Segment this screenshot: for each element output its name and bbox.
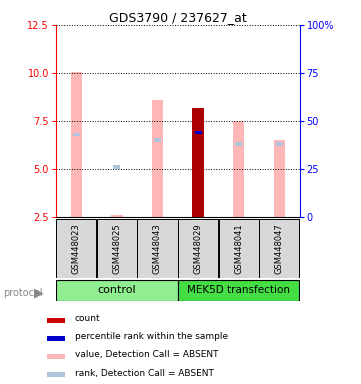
- Text: percentile rank within the sample: percentile rank within the sample: [74, 332, 228, 341]
- Bar: [47, 336, 65, 341]
- Text: GSM448023: GSM448023: [72, 223, 81, 274]
- Bar: [152, 100, 163, 217]
- Bar: [113, 166, 120, 169]
- Text: GSM448029: GSM448029: [193, 223, 203, 274]
- Bar: [111, 215, 123, 217]
- Bar: [56, 280, 178, 301]
- Bar: [274, 140, 285, 217]
- Text: rank, Detection Call = ABSENT: rank, Detection Call = ABSENT: [74, 369, 213, 378]
- Bar: [235, 142, 242, 146]
- Text: count: count: [74, 314, 100, 323]
- Text: MEK5D transfection: MEK5D transfection: [187, 285, 290, 295]
- Bar: [47, 318, 65, 323]
- Bar: [47, 372, 65, 377]
- Text: protocol: protocol: [4, 288, 43, 298]
- Bar: [178, 220, 218, 278]
- Title: GDS3790 / 237627_at: GDS3790 / 237627_at: [109, 11, 247, 24]
- Bar: [73, 133, 80, 136]
- Bar: [276, 142, 283, 146]
- Bar: [56, 220, 96, 278]
- Text: GSM448043: GSM448043: [153, 223, 162, 274]
- Bar: [219, 220, 259, 278]
- Text: control: control: [97, 285, 136, 295]
- Bar: [178, 280, 299, 301]
- Bar: [259, 220, 299, 278]
- Bar: [192, 108, 204, 217]
- Bar: [195, 131, 201, 134]
- Bar: [71, 72, 82, 217]
- Text: GSM448025: GSM448025: [112, 223, 121, 274]
- Bar: [97, 220, 137, 278]
- Text: GSM448041: GSM448041: [234, 223, 243, 274]
- Text: ▶: ▶: [34, 286, 44, 300]
- Bar: [154, 139, 161, 142]
- Bar: [138, 220, 178, 278]
- Text: GSM448047: GSM448047: [275, 223, 284, 274]
- Bar: [47, 354, 65, 359]
- Bar: [233, 121, 244, 217]
- Text: value, Detection Call = ABSENT: value, Detection Call = ABSENT: [74, 351, 218, 359]
